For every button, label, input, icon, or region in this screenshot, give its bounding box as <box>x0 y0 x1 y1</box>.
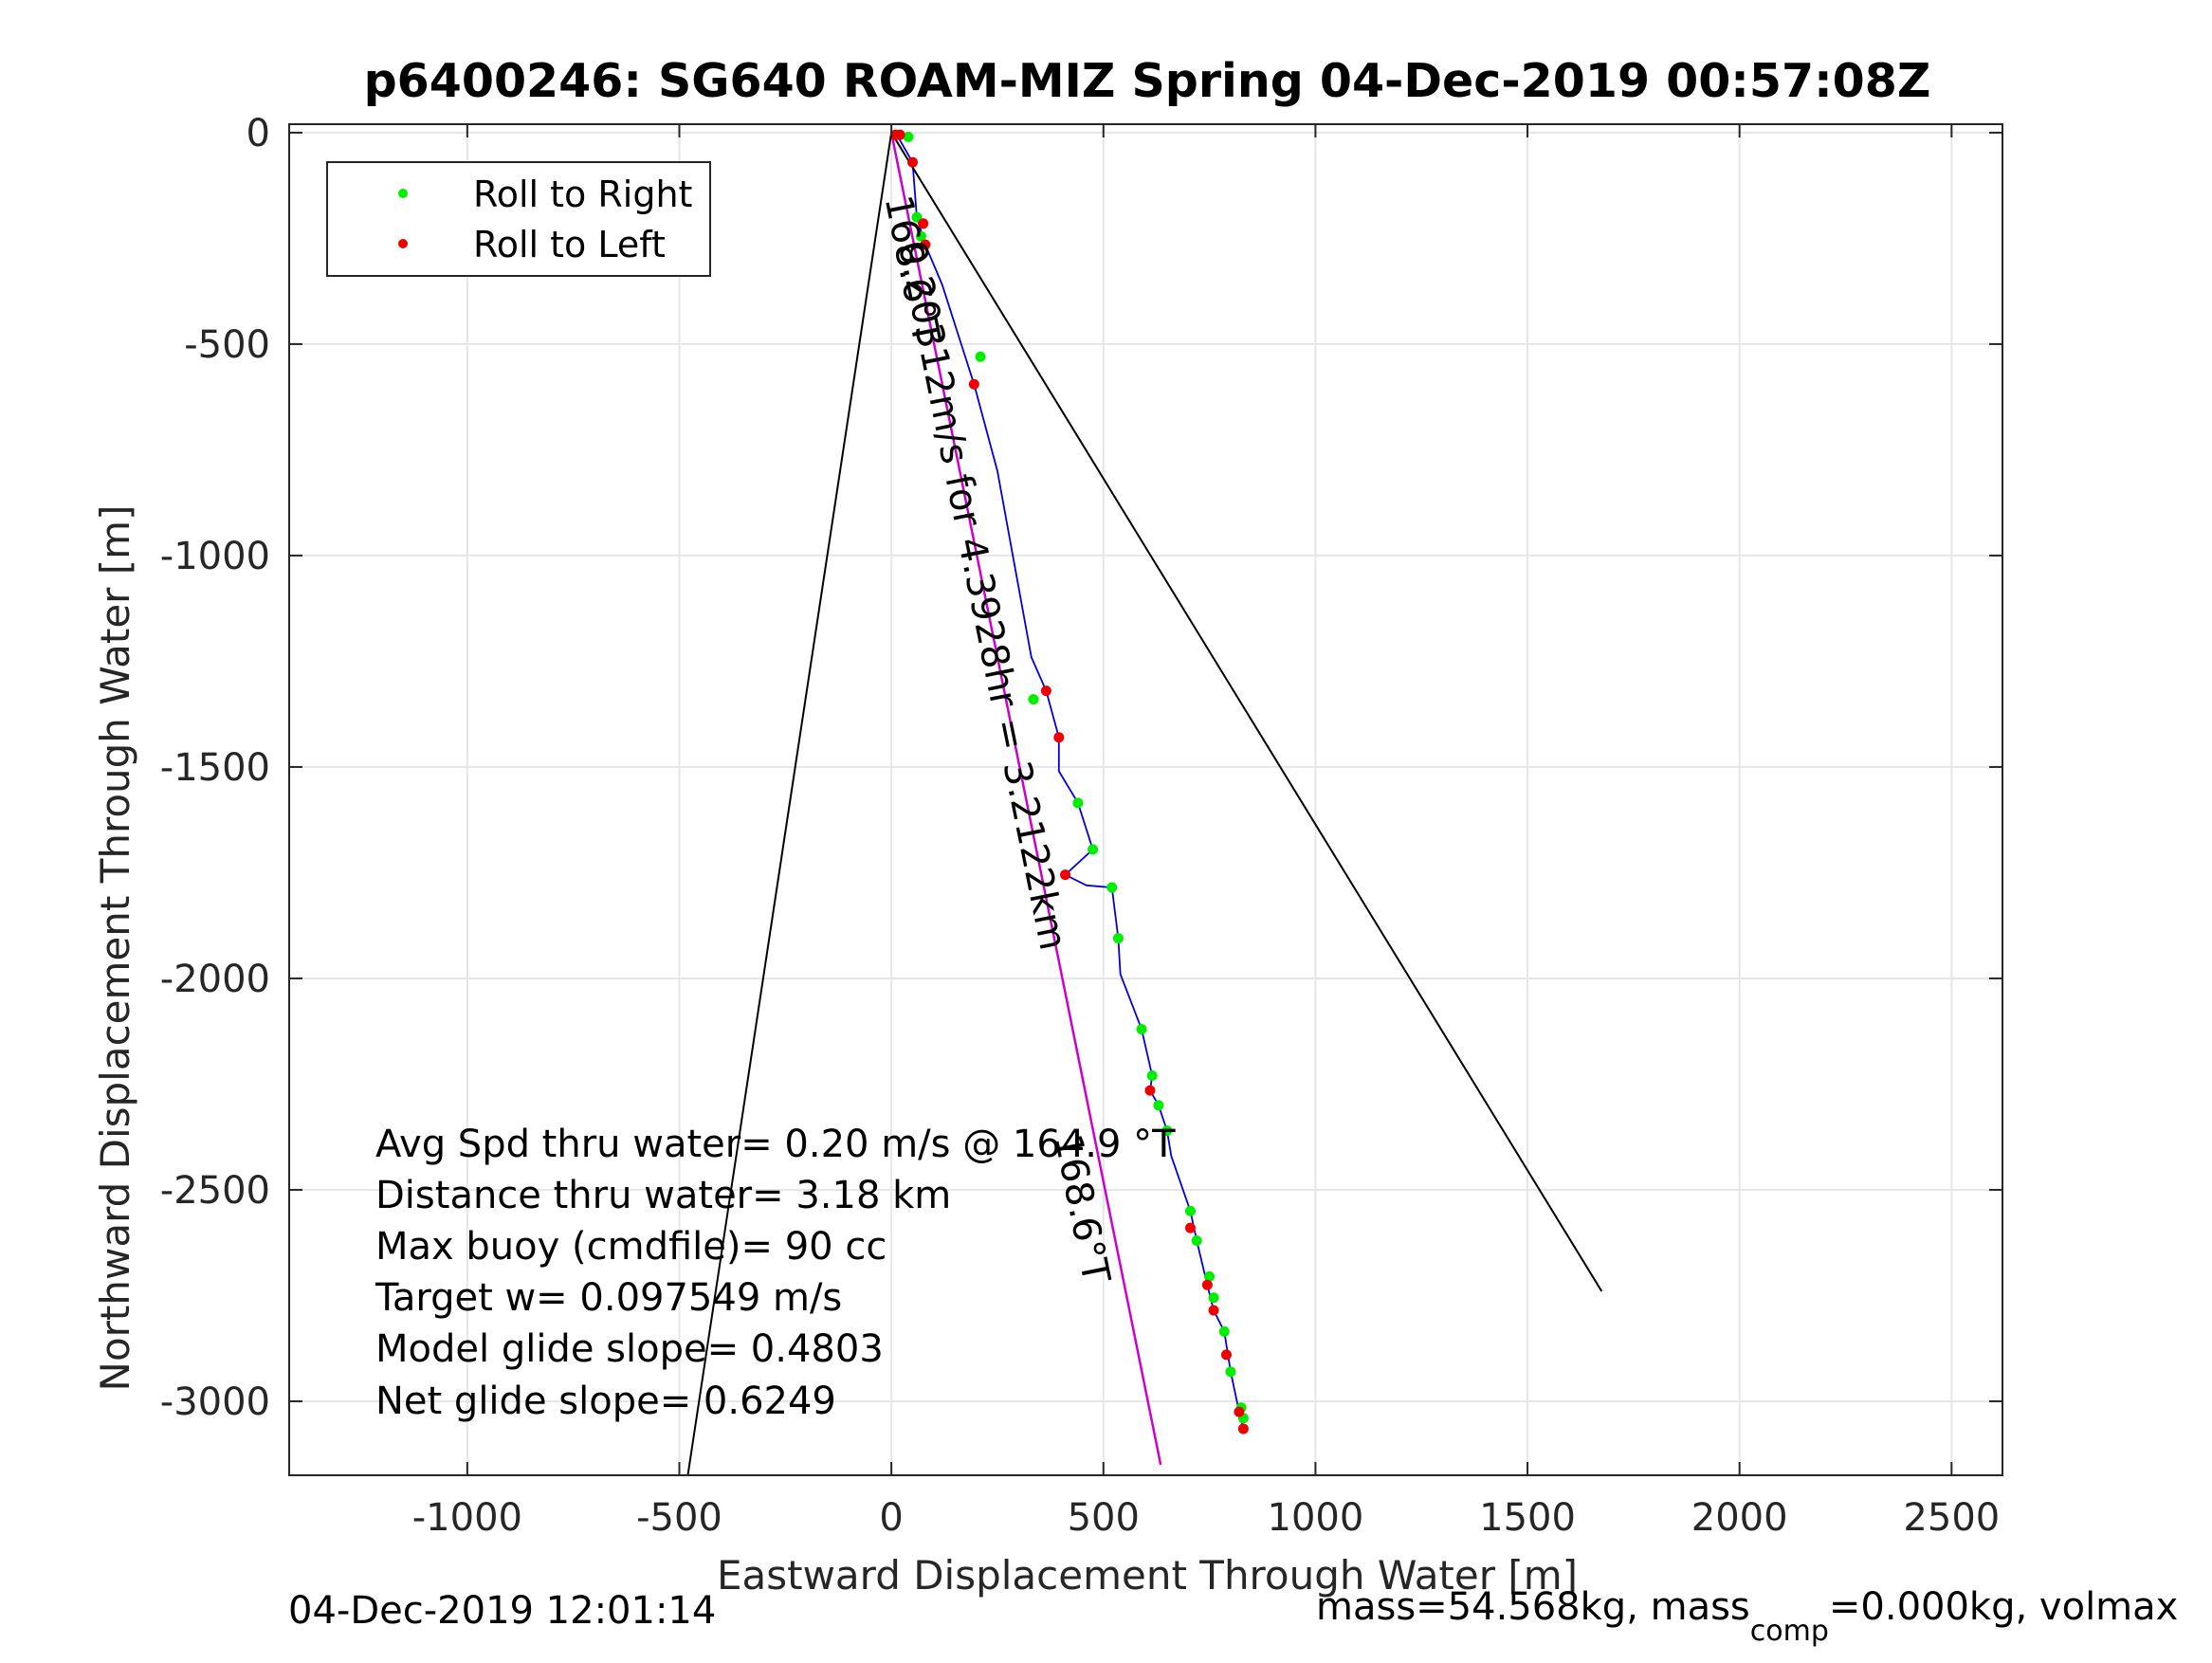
data-point-roll-to-left <box>968 378 979 390</box>
chart-title: p6400246: SG640 ROAM-MIZ Spring 04-Dec-2… <box>364 54 1931 108</box>
data-point-roll-to-right <box>1204 1270 1216 1282</box>
data-point-roll-to-left <box>1237 1423 1249 1435</box>
series-line-cone-left <box>686 132 893 1475</box>
y-tick-label: -500 <box>184 323 270 367</box>
data-point-roll-to-right <box>975 351 986 362</box>
x-tick-label: 1000 <box>1268 1496 1364 1540</box>
data-point-roll-to-left <box>906 156 918 168</box>
data-point-roll-to-right <box>1106 882 1118 893</box>
data-point-roll-to-right <box>1072 797 1084 809</box>
y-tick-label: -2000 <box>160 958 270 1001</box>
data-point-roll-to-right <box>1088 844 1099 855</box>
data-point-roll-to-right <box>1218 1325 1230 1337</box>
footer-mass-info: mass=54.568kg, masscomp=0.000kg, volmax <box>1316 1585 2178 1648</box>
stats-block: Avg Spd thru water= 0.20 m/s @ 164.9 °T … <box>375 1123 1176 1423</box>
footer-mass-prefix: mass=54.568kg, mass <box>1316 1585 1750 1629</box>
x-tick-label: 0 <box>879 1496 903 1540</box>
data-point-roll-to-right <box>903 131 914 142</box>
plot-area <box>686 129 1603 1475</box>
data-point-roll-to-left <box>1040 685 1051 697</box>
data-point-roll-to-left <box>918 218 929 229</box>
legend-roll-left-label: Roll to Left <box>473 224 666 265</box>
stat-avg-speed: Avg Spd thru water= 0.20 m/s @ 164.9 °T <box>375 1123 1176 1166</box>
data-point-roll-to-right <box>1146 1070 1158 1082</box>
data-point-roll-to-left <box>1053 732 1065 743</box>
x-tick-label: 2500 <box>1903 1496 2000 1540</box>
data-point-roll-to-left <box>1060 869 1071 881</box>
footer-mass-subscript: comp <box>1750 1615 1829 1648</box>
series-line-cone-right <box>890 132 1603 1292</box>
y-tick-label: -3000 <box>160 1380 270 1424</box>
legend: Roll to Right Roll to Left <box>326 161 711 277</box>
y-tick-label: -1000 <box>160 535 270 578</box>
x-tick-label: -500 <box>636 1496 722 1540</box>
stat-model-glide: Model glide slope= 0.4803 <box>375 1327 884 1371</box>
legend-roll-right-marker <box>398 189 408 198</box>
x-tick-label: -1000 <box>412 1496 522 1540</box>
data-point-roll-to-left <box>1184 1222 1196 1234</box>
y-tick-label: -1500 <box>160 746 270 790</box>
grid-layer <box>289 124 2002 1475</box>
axes-box <box>288 123 2003 1476</box>
y-tick-label: -2500 <box>160 1169 270 1213</box>
stat-net-glide: Net glide slope= 0.6249 <box>375 1380 836 1423</box>
data-point-roll-to-right <box>1225 1366 1236 1378</box>
data-point-roll-to-left <box>1144 1085 1156 1096</box>
data-point-roll-to-right <box>1208 1292 1219 1304</box>
data-point-roll-to-right <box>1136 1023 1147 1034</box>
data-point-roll-to-right <box>1191 1234 1202 1246</box>
x-tick-label: 2000 <box>1691 1496 1788 1540</box>
data-point-roll-to-left <box>920 239 931 250</box>
legend-roll-right-label: Roll to Right <box>473 174 692 215</box>
data-point-roll-to-right <box>1153 1100 1164 1111</box>
x-tick-label: 1500 <box>1479 1496 1576 1540</box>
data-point-roll-to-left <box>894 129 905 140</box>
legend-roll-left-marker <box>398 239 408 248</box>
footer-timestamp: 04-Dec-2019 12:01:14 <box>288 1589 716 1633</box>
data-point-roll-to-left <box>1234 1406 1245 1417</box>
y-axis-label: Northward Displacement Through Water [m] <box>92 505 138 1392</box>
x-tick-label: 500 <box>1068 1496 1140 1540</box>
x-axis-label: Eastward Displacement Through Water [m] <box>717 1552 1578 1599</box>
data-point-roll-to-right <box>1028 694 1039 705</box>
y-tick-label: 0 <box>247 112 270 155</box>
data-point-roll-to-left <box>1208 1305 1219 1316</box>
data-point-roll-to-right <box>1161 1125 1173 1137</box>
axes-layer: -1000 -500 0 500 1000 1500 2000 2500 0 -500 -1000 -… <box>160 112 2003 1540</box>
stat-distance: Distance thru water= 3.18 km <box>375 1174 951 1217</box>
stat-max-buoy: Max buoy (cmdfile)= 90 cc <box>375 1225 887 1269</box>
data-point-roll-to-left <box>1201 1279 1213 1290</box>
series-line-heading <box>889 132 1162 1466</box>
footer-mass-suffix: =0.000kg, volmax <box>1829 1585 2178 1629</box>
stat-target-w: Target w= 0.097549 m/s <box>375 1276 842 1320</box>
data-point-roll-to-left <box>1220 1349 1232 1361</box>
data-point-roll-to-right <box>911 211 923 223</box>
data-point-roll-to-right <box>1112 933 1124 944</box>
data-point-roll-to-right <box>915 230 926 242</box>
legend-box <box>326 161 711 277</box>
data-point-roll-to-right <box>1184 1205 1196 1216</box>
